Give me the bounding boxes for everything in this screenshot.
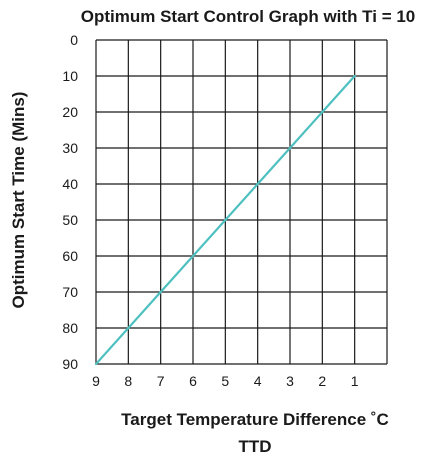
y-tick-label: 10 — [62, 68, 78, 84]
x-axis-label-secondary: TTD — [238, 437, 271, 456]
grid — [95, 39, 388, 365]
y-tick-label: 90 — [62, 356, 78, 372]
y-tick-labels: 0 10 20 30 40 50 60 70 80 90 — [62, 32, 78, 372]
x-tick-label: 6 — [189, 373, 197, 389]
x-tick-label: 2 — [318, 373, 326, 389]
x-tick-label: 1 — [351, 373, 359, 389]
x-tick-label: 3 — [286, 373, 294, 389]
x-tick-label: 5 — [221, 373, 229, 389]
x-tick-label: 8 — [124, 373, 132, 389]
y-tick-label: 50 — [62, 212, 78, 228]
chart-title: Optimum Start Control Graph with Ti = 10 — [81, 7, 416, 26]
x-tick-label: 7 — [157, 373, 165, 389]
y-tick-label: 0 — [70, 32, 78, 48]
series-line — [94, 74, 356, 366]
series-layer — [94, 74, 356, 366]
y-tick-label: 80 — [62, 320, 78, 336]
y-tick-label: 20 — [62, 104, 78, 120]
y-axis-label: Optimum Start Time (Mins) — [9, 92, 28, 309]
y-tick-label: 30 — [62, 140, 78, 156]
y-tick-label: 70 — [62, 284, 78, 300]
x-axis-label: Target Temperature Difference ˚C — [121, 410, 389, 429]
y-tick-label: 40 — [62, 176, 78, 192]
x-tick-label: 9 — [92, 373, 100, 389]
x-tick-labels: 9 8 7 6 5 4 3 2 1 — [92, 373, 359, 389]
y-tick-label: 60 — [62, 248, 78, 264]
x-tick-label: 4 — [254, 373, 262, 389]
